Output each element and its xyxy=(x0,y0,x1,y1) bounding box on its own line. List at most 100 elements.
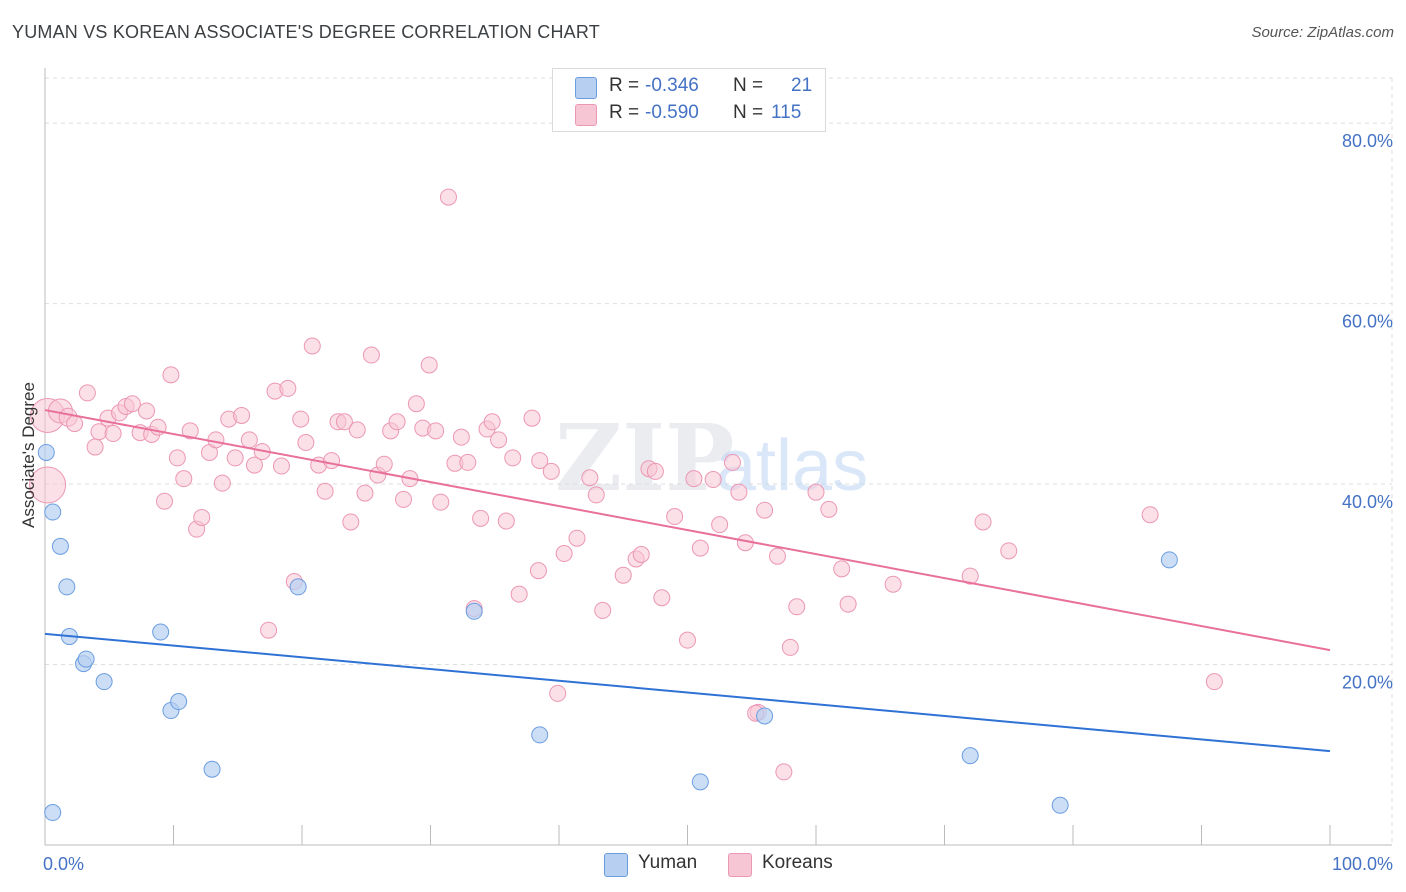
korean-point-68 xyxy=(483,413,501,431)
korean-point-51 xyxy=(375,455,393,473)
watermark: ZIP atlas xyxy=(555,404,868,512)
korean-point-5 xyxy=(78,384,96,402)
korean-point-30 xyxy=(240,431,258,449)
yuman-point-9 xyxy=(152,623,170,641)
trend-lines xyxy=(44,409,1331,753)
korean-point-1 xyxy=(29,466,67,504)
yuman-point-0 xyxy=(37,443,55,461)
korean-point-113 xyxy=(1205,673,1223,691)
korean-point-43 xyxy=(323,452,341,470)
korean-point-80 xyxy=(581,469,599,487)
korean-point-58 xyxy=(420,356,438,374)
korean-point-100 xyxy=(768,547,786,565)
korean-point-39 xyxy=(297,434,315,452)
korean-point-110 xyxy=(974,513,992,531)
korean-point-85 xyxy=(632,545,650,563)
korean-point-82 xyxy=(594,601,612,619)
korean-point-25 xyxy=(207,431,225,449)
korean-point-102 xyxy=(781,638,799,656)
korean-point-76 xyxy=(542,462,560,480)
korean-point-33 xyxy=(260,621,278,639)
korean-point-49 xyxy=(362,346,380,364)
x-tick-label-100: 100.0% xyxy=(1332,854,1393,874)
korean-point-31 xyxy=(245,456,263,474)
korean-point-101 xyxy=(775,763,793,781)
korean-point-74 xyxy=(529,562,547,580)
korean-point-14 xyxy=(138,402,156,420)
korean-point-73 xyxy=(523,409,541,427)
yuman-point-2 xyxy=(51,537,69,555)
korean-point-91 xyxy=(685,470,703,488)
korean-point-63 xyxy=(452,428,470,446)
yuman-point-15 xyxy=(531,726,549,744)
korean-point-96 xyxy=(730,483,748,501)
y-tick-label-40: 40.0% xyxy=(1342,492,1393,512)
korean-point-71 xyxy=(504,449,522,467)
korean-point-47 xyxy=(348,421,366,439)
korean-point-48 xyxy=(356,484,374,502)
korean-point-108 xyxy=(884,575,902,593)
legend-korean-n-label: N = xyxy=(733,102,764,123)
korean-point-112 xyxy=(1141,506,1159,524)
korean-point-17 xyxy=(156,492,174,510)
bottom-legend-swatch-yuman xyxy=(604,853,628,877)
korean-point-4 xyxy=(66,415,84,433)
korean-point-66 xyxy=(472,509,490,527)
korean-point-36 xyxy=(279,379,297,397)
yuman-point-8 xyxy=(44,804,62,822)
legend-yuman-r-value: -0.346 xyxy=(645,75,699,96)
korean-point-19 xyxy=(168,449,186,467)
korean-point-26 xyxy=(213,474,231,492)
korean-point-90 xyxy=(679,631,696,649)
yuman-point-7 xyxy=(95,673,113,691)
korean-point-56 xyxy=(407,395,425,413)
korean-point-89 xyxy=(666,508,684,526)
korean-point-45 xyxy=(335,413,353,431)
korean-point-7 xyxy=(90,423,108,441)
tick-labels: 20.0% 40.0% 60.0% 80.0% 0.0% 100.0% xyxy=(43,131,1393,874)
korean-point-107 xyxy=(839,595,857,613)
y-tick-label-60: 60.0% xyxy=(1342,312,1393,332)
korean-point-6 xyxy=(86,438,104,456)
korean-point-93 xyxy=(704,471,722,489)
korean-point-21 xyxy=(181,422,199,440)
korean-point-111 xyxy=(1000,542,1018,560)
korean-point-103 xyxy=(788,598,806,616)
korean-point-94 xyxy=(711,516,729,534)
chart-title: YUMAN VS KOREAN ASSOCIATE'S DEGREE CORRE… xyxy=(12,22,600,42)
korean-point-64 xyxy=(459,453,477,471)
korean-point-40 xyxy=(303,337,321,355)
korean-point-92 xyxy=(691,539,709,557)
korean-point-54 xyxy=(395,490,413,508)
source-credit: Source: ZipAtlas.com xyxy=(1251,24,1394,41)
yuman-point-19 xyxy=(1051,796,1069,814)
korean-point-70 xyxy=(497,512,515,530)
bottom-legend-label-yuman: Yuman xyxy=(638,852,698,873)
korean-point-69 xyxy=(490,431,508,449)
yuman-series xyxy=(37,443,1178,822)
korean-point-78 xyxy=(555,545,573,563)
korean-point-53 xyxy=(388,413,406,431)
korean-point-87 xyxy=(646,462,664,480)
korean-point-42 xyxy=(316,482,334,500)
korean-point-23 xyxy=(193,508,211,526)
legend-swatch-korean xyxy=(575,104,597,126)
legend-yuman-n-value: 21 xyxy=(791,75,813,96)
legend-swatch-yuman xyxy=(575,77,597,99)
korean-point-81 xyxy=(587,486,605,504)
korean-point-59 xyxy=(427,422,445,440)
yuman-point-18 xyxy=(961,747,979,765)
yuman-trend-line xyxy=(44,632,1331,753)
korean-point-104 xyxy=(807,483,825,501)
korean-point-29 xyxy=(233,406,251,424)
yuman-point-14 xyxy=(465,602,483,620)
yuman-point-17 xyxy=(756,707,774,725)
legend-yuman-n-label: N = xyxy=(733,75,764,96)
korean-point-105 xyxy=(820,500,838,518)
yuman-point-20 xyxy=(1160,551,1178,569)
korean-point-106 xyxy=(833,560,851,578)
korean-point-72 xyxy=(510,585,528,603)
korean-point-46 xyxy=(342,513,360,531)
korean-point-60 xyxy=(432,493,450,511)
